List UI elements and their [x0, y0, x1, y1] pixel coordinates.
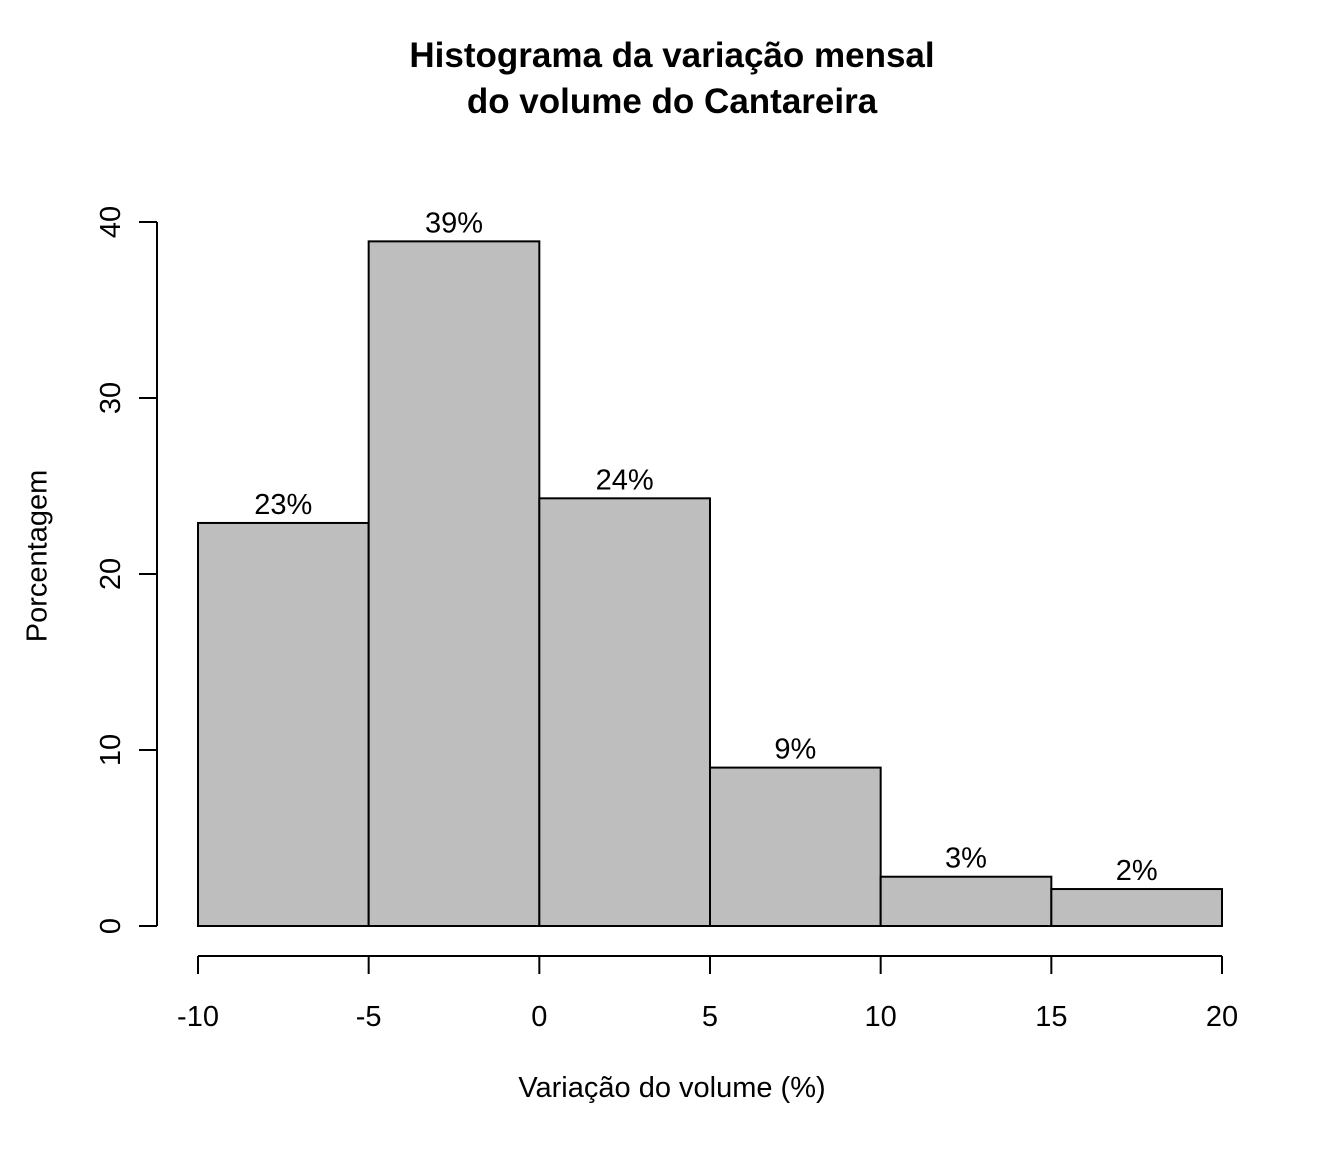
x-axis: -10 -5 0 5 10 15 20: [177, 955, 1238, 1033]
bar-value-label: 2%: [1116, 855, 1158, 887]
bar-value-label: 39%: [425, 207, 483, 239]
histogram-bar: [367, 240, 541, 928]
histogram-bar: [1050, 888, 1224, 927]
bar-value-label: 24%: [596, 464, 654, 496]
bar-value-label: 3%: [945, 843, 987, 875]
y-axis-label: Porcentagem: [21, 469, 54, 643]
x-tick-label: 0: [531, 1001, 547, 1033]
y-tick-label: 40: [95, 206, 127, 238]
x-tick-label: 20: [1206, 1001, 1238, 1033]
bar-value-label: 23%: [254, 489, 312, 521]
bar-labels-group: 23% 39% 24% 9% 3% 2%: [254, 207, 1157, 887]
x-tick-label: -5: [356, 1001, 382, 1033]
x-tick-label: -10: [177, 1001, 219, 1033]
chart-title-line-2: do volume do Cantareira: [466, 82, 878, 121]
x-tick-label: 5: [702, 1001, 718, 1033]
x-tick-label: 10: [865, 1001, 897, 1033]
histogram-bar: [709, 766, 882, 927]
y-tick-label: 0: [95, 918, 127, 934]
y-tick-label: 30: [95, 382, 127, 414]
bar-value-label: 9%: [774, 734, 816, 766]
histogram-bar: [197, 521, 370, 928]
y-tick-label: 10: [95, 734, 127, 766]
bars-group: [197, 240, 1224, 928]
histogram-bar: [538, 497, 711, 927]
histogram-bar: [879, 875, 1053, 927]
x-tick-label: 15: [1035, 1001, 1067, 1033]
chart-title-line-1: Histograma da variação mensal: [409, 36, 935, 75]
y-tick-label: 20: [95, 558, 127, 590]
x-axis-label: Variação do volume (%): [518, 1072, 826, 1104]
y-axis: 0 10 20 30 40: [95, 206, 158, 934]
